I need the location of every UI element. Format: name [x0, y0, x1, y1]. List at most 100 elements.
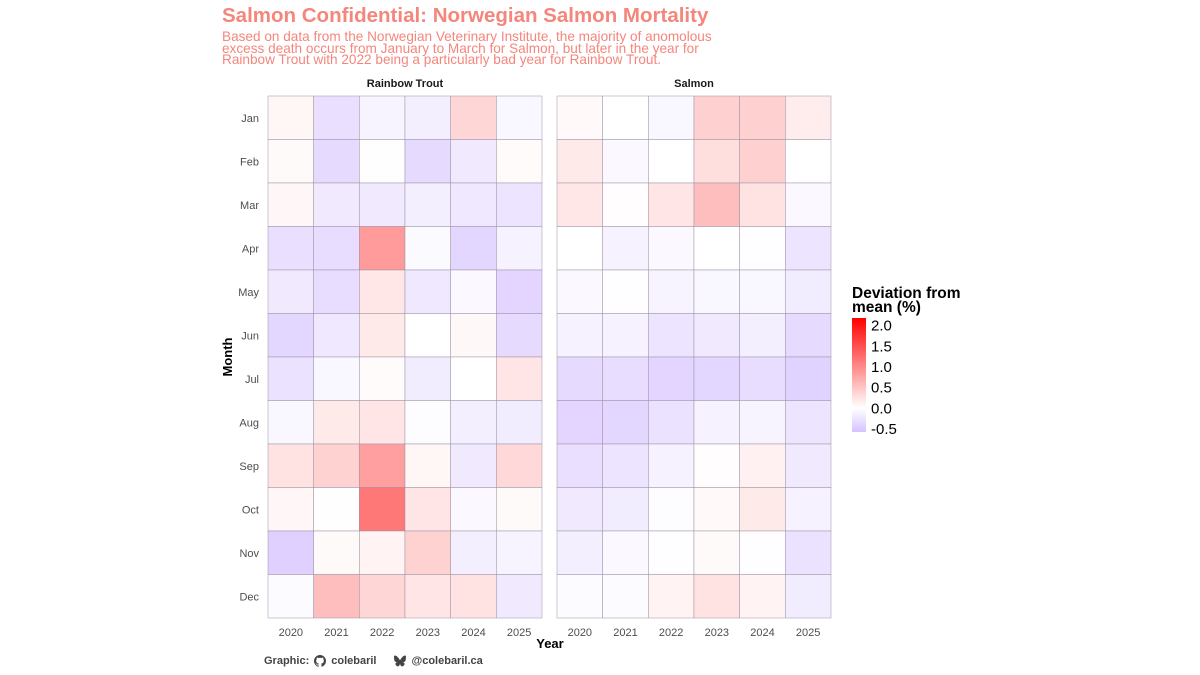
y-tick-label: Sep [239, 461, 259, 473]
heatmap-cell [267, 356, 314, 401]
legend-tick-label: 1.5 [871, 338, 892, 355]
heatmap-cell [359, 400, 406, 445]
legend-tick-label: 1.0 [871, 359, 892, 376]
heatmap-cell [602, 269, 649, 314]
heatmap-cell [450, 95, 497, 140]
heatmap-cell [496, 139, 543, 184]
y-tick-label: Apr [242, 243, 259, 255]
heatmap-cell [556, 530, 603, 575]
heatmap-cell [359, 530, 406, 575]
heatmap-cell [693, 487, 740, 532]
legend-tick-label: 2.0 [871, 318, 892, 335]
heatmap-cell [602, 139, 649, 184]
heatmap-cell [648, 356, 695, 401]
heatmap-cell [496, 400, 543, 445]
chart-subtitle: Based on data from the Norwegian Veterin… [222, 29, 782, 67]
heatmap-cell [450, 313, 497, 358]
heatmap-cell [739, 530, 786, 575]
x-tick-label: 2023 [705, 627, 729, 639]
heatmap-cell [450, 226, 497, 271]
heatmap-cell [785, 356, 832, 401]
heatmap-cell [359, 226, 406, 271]
heatmap-cell [359, 95, 406, 140]
heatmap-cell [359, 313, 406, 358]
heatmap-cell [556, 443, 603, 488]
heatmap-cell [496, 226, 543, 271]
heatmap-cell [313, 269, 360, 314]
facet-strip-label: Rainbow Trout [367, 78, 444, 90]
heatmap-cell [313, 313, 360, 358]
heatmap-cell [648, 269, 695, 314]
x-tick-label: 2022 [370, 627, 394, 639]
x-tick-label: 2024 [750, 627, 774, 639]
heatmap-cell [267, 530, 314, 575]
heatmap-cell [556, 139, 603, 184]
y-tick-label: Feb [240, 156, 259, 168]
heatmap-cell [359, 443, 406, 488]
heatmap-cell [785, 182, 832, 227]
heatmap-cell [404, 269, 451, 314]
x-axis-title: Year [536, 636, 563, 651]
facet-strip-label: Salmon [674, 78, 714, 90]
heatmap-cell [648, 443, 695, 488]
y-tick-label: Jul [245, 374, 259, 386]
subtitle-line: Based on data from the Norwegian Veterin… [222, 29, 712, 44]
subtitle-line: excess death occurs from January to Marc… [222, 40, 699, 56]
y-axis-title: Month [220, 337, 235, 376]
legend-tick-label: 0.5 [871, 380, 892, 397]
heatmap-cell [556, 226, 603, 271]
heatmap-cell [313, 443, 360, 488]
heatmap-cell [267, 182, 314, 227]
heatmap-cell [496, 182, 543, 227]
heatmap-cell [450, 443, 497, 488]
heatmap-cell [785, 226, 832, 271]
chart-title: Salmon Confidential: Norwegian Salmon Mo… [222, 4, 709, 27]
subtitle-line: Rainbow Trout with 2022 being a particul… [222, 52, 662, 67]
heatmap-cell [496, 95, 543, 140]
heatmap-cell [450, 487, 497, 532]
heatmap-cell [313, 356, 360, 401]
heatmap-cell [693, 95, 740, 140]
heatmap-cell [602, 313, 649, 358]
heatmap-cell [450, 574, 497, 619]
heatmap-cell [404, 487, 451, 532]
facet-panel-salmon: Salmon 2020 2021 2022 2023 2024 2025 [556, 78, 832, 639]
legend-tick-label: 0.0 [871, 400, 892, 417]
heatmap-cell [739, 356, 786, 401]
heatmap-cell [450, 269, 497, 314]
heatmap-cell [785, 139, 832, 184]
github-icon [314, 655, 327, 667]
heatmap-cell [602, 95, 649, 140]
heatmap-cell [313, 400, 360, 445]
heatmap-cell [693, 400, 740, 445]
heatmap-cell [785, 269, 832, 314]
heatmap-cell [693, 443, 740, 488]
heatmap-cell [785, 530, 832, 575]
heatmap-cell [693, 574, 740, 619]
heatmap-cell [693, 182, 740, 227]
x-tick-label: 2023 [416, 627, 440, 639]
x-tick-label: 2024 [461, 627, 485, 639]
heatmap-cell [739, 443, 786, 488]
heatmap-cell [450, 400, 497, 445]
heatmap-cell [693, 530, 740, 575]
heatmap-cell [556, 400, 603, 445]
heatmap-cell [648, 226, 695, 271]
heatmap-cell [556, 313, 603, 358]
heatmap-cell [267, 443, 314, 488]
heatmap-cell [450, 356, 497, 401]
heatmap-cell [404, 574, 451, 619]
heatmap-cell [359, 574, 406, 619]
heatmap-cell [602, 182, 649, 227]
legend-tick-label: -0.5 [871, 421, 897, 438]
heatmap-cell [602, 400, 649, 445]
heatmap-cell [267, 269, 314, 314]
heatmap-cell [404, 530, 451, 575]
heatmap-cell [556, 356, 603, 401]
heatmap-cell [313, 574, 360, 619]
heatmap-cell [496, 530, 543, 575]
legend-colorbar [852, 318, 866, 432]
